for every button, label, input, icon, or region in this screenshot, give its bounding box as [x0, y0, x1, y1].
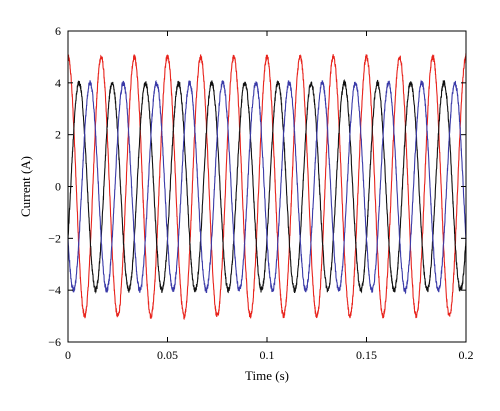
x-axis: 0 0.05 0.1 0.15 0.2 — [65, 31, 474, 362]
x-tick-label: 0.2 — [459, 348, 474, 362]
y-tick-label: 2 — [55, 128, 61, 142]
y-tick-label: −2 — [48, 231, 61, 245]
x-tick-label: 0.15 — [356, 348, 377, 362]
x-axis-label: Time (s) — [245, 368, 289, 383]
y-tick-label: 0 — [55, 180, 61, 194]
plot-frame — [67, 30, 467, 343]
y-axis-label: Current (A) — [18, 156, 33, 217]
y-tick-label: −6 — [48, 335, 61, 349]
x-tick-label: 0.05 — [157, 348, 178, 362]
y-tick-label: 6 — [55, 24, 61, 38]
x-tick-label: 0 — [65, 348, 71, 362]
y-axis: −6 −4 −2 0 2 4 6 — [48, 24, 466, 349]
series-line-1 — [67, 52, 467, 320]
x-tick-label: 0.1 — [260, 348, 275, 362]
y-tick-label: 4 — [55, 76, 61, 90]
series-line-3 — [67, 79, 467, 295]
plot-lines — [67, 52, 467, 320]
y-tick-label: −4 — [48, 283, 61, 297]
